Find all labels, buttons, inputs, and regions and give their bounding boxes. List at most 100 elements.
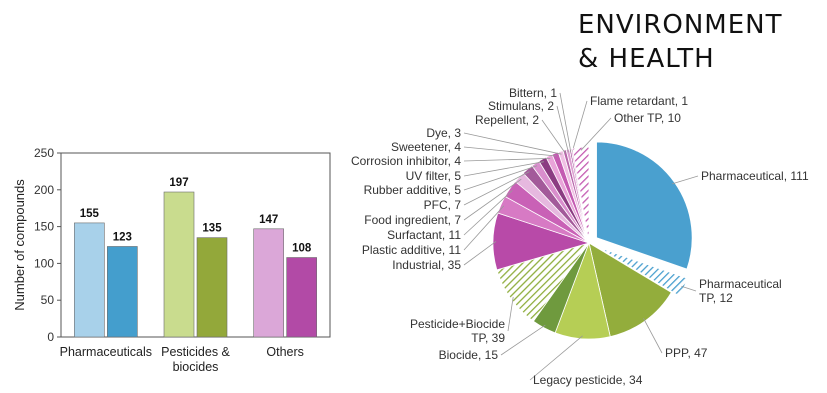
plot-frame xyxy=(60,152,331,338)
bar-value-label: 197 xyxy=(169,177,188,189)
leader-line xyxy=(463,158,551,162)
pie-slice xyxy=(595,141,693,271)
leader-line xyxy=(559,92,572,152)
pie-slice-label-line: Industrial, 35 xyxy=(392,258,461,272)
pie-slice-label-line: TP, 39 xyxy=(471,331,505,345)
leader-line xyxy=(529,335,583,381)
leader-line xyxy=(463,165,538,191)
leader-line xyxy=(643,318,663,354)
pie-slice-label: Other TP, 10 xyxy=(614,111,681,125)
bar-value-label: 147 xyxy=(259,214,278,226)
x-category-label-line: Others xyxy=(266,345,304,359)
pie-slice-label-line: Legacy pesticide, 34 xyxy=(533,373,643,387)
leader-line xyxy=(463,241,497,266)
leader-line xyxy=(681,285,697,292)
pie-slice-label-line: Stimulans, 2 xyxy=(488,99,554,113)
leader-line xyxy=(463,205,505,251)
pie-slice-label: Food ingredient, 7 xyxy=(364,213,461,227)
leader-line xyxy=(541,119,566,154)
pie-slice-label: PPP, 47 xyxy=(665,346,708,360)
leader-line xyxy=(507,296,514,332)
pie-slice-label-line: UV filter, 5 xyxy=(406,169,462,183)
pie-slice-label-line: Pharmaceutical xyxy=(699,277,782,291)
pie-slice-label: Corrosion inhibitor, 4 xyxy=(351,154,461,168)
pie-slice-label-line: Bittern, 1 xyxy=(509,86,557,100)
pie-slice-label: Bittern, 1 xyxy=(509,86,557,100)
leader-line xyxy=(580,117,612,151)
pie-slice-label: Stimulans, 2 xyxy=(488,99,554,113)
header-line-1: ENVIRONMENT xyxy=(578,10,783,40)
y-tick-label: 100 xyxy=(34,256,54,270)
pie-slice xyxy=(596,246,689,298)
leader-line xyxy=(500,324,546,356)
pie-slice-label-line: Flame retardant, 1 xyxy=(590,94,688,108)
pie-slice-label-line: Rubber additive, 5 xyxy=(364,183,462,197)
leader-line xyxy=(463,171,530,206)
x-category-label-line: biocides xyxy=(173,360,219,374)
pie-slice-label: Biocide, 15 xyxy=(439,348,499,362)
x-category-label-line: Pharmaceuticals xyxy=(60,345,152,359)
pie-slice-label-line: Pharmaceutical, 111 xyxy=(701,169,809,183)
pie-slice-label: UV filter, 5 xyxy=(406,169,462,183)
pie-slice-label: Industrial, 35 xyxy=(392,258,461,272)
bar xyxy=(286,257,317,338)
bar-value-label: 108 xyxy=(292,243,312,255)
x-category-label-line: Pesticides & xyxy=(161,345,230,359)
pie-slice-label-line: Repellent, 2 xyxy=(475,113,539,127)
bar-chart: 0 50 100 150 200 250 Number of compounds 155 123… xyxy=(12,146,331,374)
pie-slice-label: Flame retardant, 1 xyxy=(590,94,688,108)
bar-value-label: 135 xyxy=(202,223,222,235)
y-tick-label: 150 xyxy=(34,220,54,234)
pie-slice-label-line: Dye, 3 xyxy=(426,126,461,140)
pie-slice-label-line: Other TP, 10 xyxy=(614,111,681,125)
y-tick-label: 200 xyxy=(34,183,54,197)
pie-slice-label-line: PFC, 7 xyxy=(424,198,462,212)
pie-slice-label-line: Pesticide+Biocide xyxy=(410,317,505,331)
leader-line xyxy=(556,105,569,153)
bar xyxy=(253,228,284,338)
x-category-label: Pesticides & biocides xyxy=(161,345,230,374)
pie-slice-label-line: Corrosion inhibitor, 4 xyxy=(351,154,461,168)
pie-slice-label: Pesticide+Biocide TP, 39 xyxy=(410,317,505,345)
y-axis-label: Number of compounds xyxy=(12,179,27,311)
pie-slice-label-line: Sweetener, 4 xyxy=(391,140,461,154)
y-tick-label: 50 xyxy=(41,293,55,307)
leader-line xyxy=(571,100,588,152)
pie-slice-label: Repellent, 2 xyxy=(475,113,539,127)
pie-slice-label: Sweetener, 4 xyxy=(391,140,461,154)
bar xyxy=(107,246,138,338)
pie-slice-label: Legacy pesticide, 34 xyxy=(533,373,643,387)
pie-slice-label: Plastic additive, 11 xyxy=(362,243,461,257)
pie-slice-label-line: TP, 12 xyxy=(699,291,733,305)
journal-header: ENVIRONMENT & HEALTH xyxy=(578,8,823,76)
leader-line xyxy=(463,161,544,177)
pie-slice-label: PFC, 7 xyxy=(424,198,462,212)
y-tick-label: 0 xyxy=(47,330,54,344)
bar-value-label: 123 xyxy=(113,231,132,243)
header-line-2: & HEALTH xyxy=(578,44,715,74)
bar xyxy=(196,237,228,338)
leader-line xyxy=(671,175,699,185)
pie-slice-label-line: Plastic additive, 11 xyxy=(362,243,461,257)
pie-slice-label: Pharmaceutical TP, 12 xyxy=(699,277,782,305)
bar-value-label: 155 xyxy=(80,208,100,220)
pie-slice-label: Dye, 3 xyxy=(426,126,461,140)
pie-slice-label: Pharmaceutical, 111 xyxy=(701,169,809,183)
bar xyxy=(163,191,195,338)
leader-line xyxy=(463,178,522,221)
bar xyxy=(74,222,105,338)
pie-slice-label-line: Biocide, 15 xyxy=(439,348,499,362)
y-tick-label: 250 xyxy=(34,146,54,160)
pie-slice xyxy=(588,242,672,338)
pie-slice-label: Surfactant, 11 xyxy=(387,228,461,242)
leader-line xyxy=(463,146,557,157)
leader-line xyxy=(463,190,513,236)
pie-slice-label-line: PPP, 47 xyxy=(665,346,708,360)
leader-line xyxy=(463,132,562,155)
x-category-label: Pharmaceuticals xyxy=(60,345,152,359)
pie-slice-label-line: Food ingredient, 7 xyxy=(364,213,461,227)
pie-slice-label: Rubber additive, 5 xyxy=(364,183,462,197)
x-category-label: Others xyxy=(266,345,304,359)
